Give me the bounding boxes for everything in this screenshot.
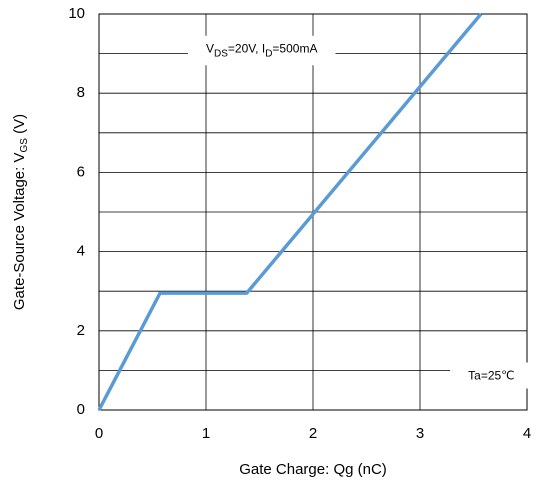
annotation-box [188,35,336,66]
annotation-part: V [206,42,214,56]
y-axis-label: Gate-Source Voltage: VGS (V) [11,114,30,310]
y-axis-label-part: Gate-Source Voltage: V [11,153,28,311]
annotation-part: =500mA [272,42,317,56]
annotation-part: DS [214,48,228,59]
y-tick-label: 6 [77,163,85,180]
annotation-box [450,362,533,389]
annotation-part: =20V, I [228,42,265,56]
x-tick-label: 2 [309,425,317,442]
y-tick-label: 0 [77,401,85,418]
annotation: VDS=20V, ID=500mA [206,42,317,59]
y-axis-label-part: GS [19,138,30,153]
plot-frame [98,13,528,411]
x-axis-label: Gate Charge: Qg (nC) [239,461,387,478]
x-tick-label: 0 [95,425,103,442]
x-tick-label: 1 [202,425,210,442]
y-tick-label: 8 [77,84,85,101]
annotation: Ta=25℃ [468,369,515,383]
x-tick-label: 4 [523,425,531,442]
y-axis-label-part: (V) [11,114,28,138]
y-tick-label: 10 [68,5,85,22]
annotation-part: Ta=25℃ [468,369,515,383]
y-tick-label: 4 [77,243,85,260]
annotation-part: D [265,48,272,59]
x-axis-label-part: Gate Charge: Qg (nC) [239,461,387,478]
data-line [97,12,483,411]
y-tick-label: 2 [77,322,85,339]
x-tick-label: 3 [416,425,424,442]
